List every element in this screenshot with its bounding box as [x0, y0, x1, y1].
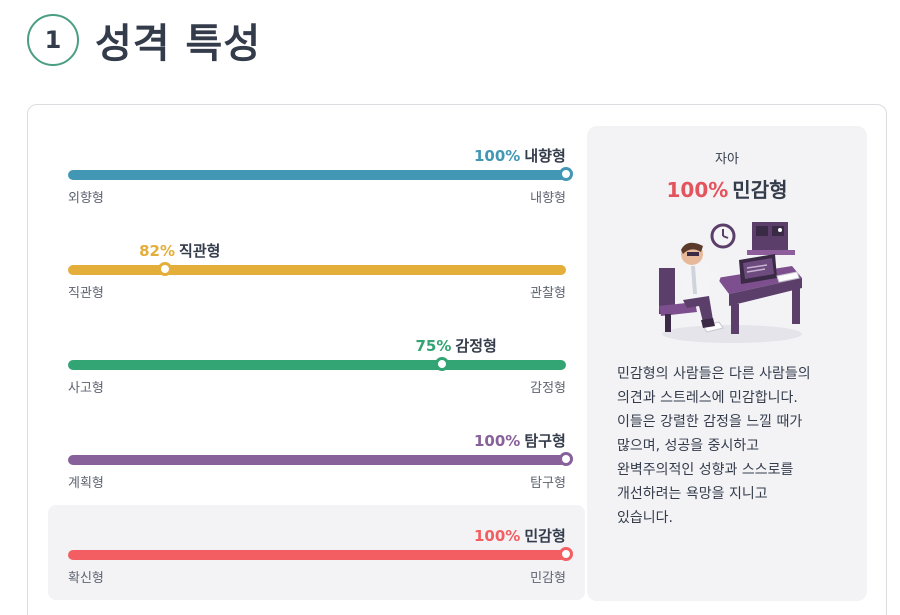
- trait-bar: [68, 357, 566, 371]
- trait-right-label: 내향형: [530, 191, 566, 206]
- stressed-person-at-desk-illustration: [659, 222, 802, 343]
- trait-heading: 100% 내향형: [474, 145, 566, 166]
- trait-heading: 100% 탐구형: [474, 430, 566, 451]
- trait-detail-panel: 자아 100% 민감형: [587, 126, 867, 601]
- trait-bar: [68, 547, 573, 561]
- section-header: 1 성격 특성: [27, 12, 261, 67]
- trait-left-label: 계획형: [68, 476, 104, 491]
- trait-right-label: 관찰형: [530, 286, 566, 301]
- description-line: 개선하려는 욕망을 지니고: [617, 486, 768, 502]
- trait-heading: 100% 민감형: [474, 525, 566, 546]
- description-line: 많으며, 성공을 중시하고: [617, 438, 760, 454]
- trait-percent: 100%: [474, 432, 521, 450]
- trait-list: 100% 내향형 외향형 내향형 82% 직관형 직관형 관찰형 75% 감정형 사고형 감정형 100…: [28, 105, 588, 615]
- trait-right-label: 민감형: [530, 571, 566, 586]
- trait-left-label: 확신형: [68, 571, 104, 586]
- trait-bar-knob: [559, 547, 573, 561]
- trait-percent: 82%: [139, 242, 176, 260]
- trait-result-percent: 100%: [666, 178, 729, 202]
- step-number-badge: 1: [27, 13, 79, 66]
- trait-left-label: 사고형: [68, 381, 104, 396]
- trait-bar: [68, 262, 566, 276]
- trait-row-1[interactable]: 82% 직관형 직관형 관찰형: [48, 220, 585, 315]
- trait-name: 직관형: [179, 242, 221, 260]
- trait-left-label: 직관형: [68, 286, 104, 301]
- trait-result-name: 민감형: [732, 178, 788, 202]
- trait-row-3[interactable]: 100% 탐구형 계획형 탐구형: [48, 410, 585, 505]
- trait-name: 내향형: [524, 147, 566, 165]
- trait-left-label: 외향형: [68, 191, 104, 206]
- trait-percent: 100%: [474, 527, 521, 545]
- trait-bar: [68, 167, 573, 181]
- trait-bar-knob: [559, 167, 573, 181]
- description-line: 있습니다.: [617, 510, 673, 526]
- trait-name: 탐구형: [524, 432, 566, 450]
- page-title: 성격 특성: [95, 20, 262, 67]
- trait-right-label: 감정형: [530, 381, 566, 396]
- trait-heading: 82% 직관형: [139, 240, 220, 261]
- personality-traits-card: 100% 내향형 외향형 내향형 82% 직관형 직관형 관찰형 75% 감정형 사고형 감정형 100…: [27, 104, 887, 615]
- description-line: 이들은 강렬한 감정을 느낄 때가: [617, 414, 803, 430]
- trait-bar-knob: [434, 357, 449, 371]
- trait-row-0[interactable]: 100% 내향형 외향형 내향형: [48, 125, 585, 220]
- trait-right-label: 탐구형: [530, 476, 566, 491]
- trait-percent: 100%: [474, 147, 521, 165]
- trait-name: 민감형: [524, 527, 566, 545]
- trait-bar-knob: [158, 262, 173, 276]
- trait-name: 감정형: [455, 337, 497, 355]
- trait-category-label: 자아: [715, 152, 739, 167]
- trait-row-2[interactable]: 75% 감정형 사고형 감정형: [48, 315, 585, 410]
- description-line: 완벽주의적인 성향과 스스로를: [617, 462, 794, 478]
- trait-percent: 75%: [415, 337, 452, 355]
- description-line: 민감형의 사람들은 다른 사람들의: [617, 366, 811, 382]
- trait-result-heading: 100% 민감형: [587, 174, 867, 203]
- trait-row-4[interactable]: 100% 민감형 확신형 민감형: [48, 505, 585, 600]
- trait-bar: [68, 452, 573, 466]
- description-line: 의견과 스트레스에 민감합니다.: [617, 390, 798, 406]
- trait-bar-knob: [559, 452, 573, 466]
- trait-heading: 75% 감정형: [416, 335, 497, 356]
